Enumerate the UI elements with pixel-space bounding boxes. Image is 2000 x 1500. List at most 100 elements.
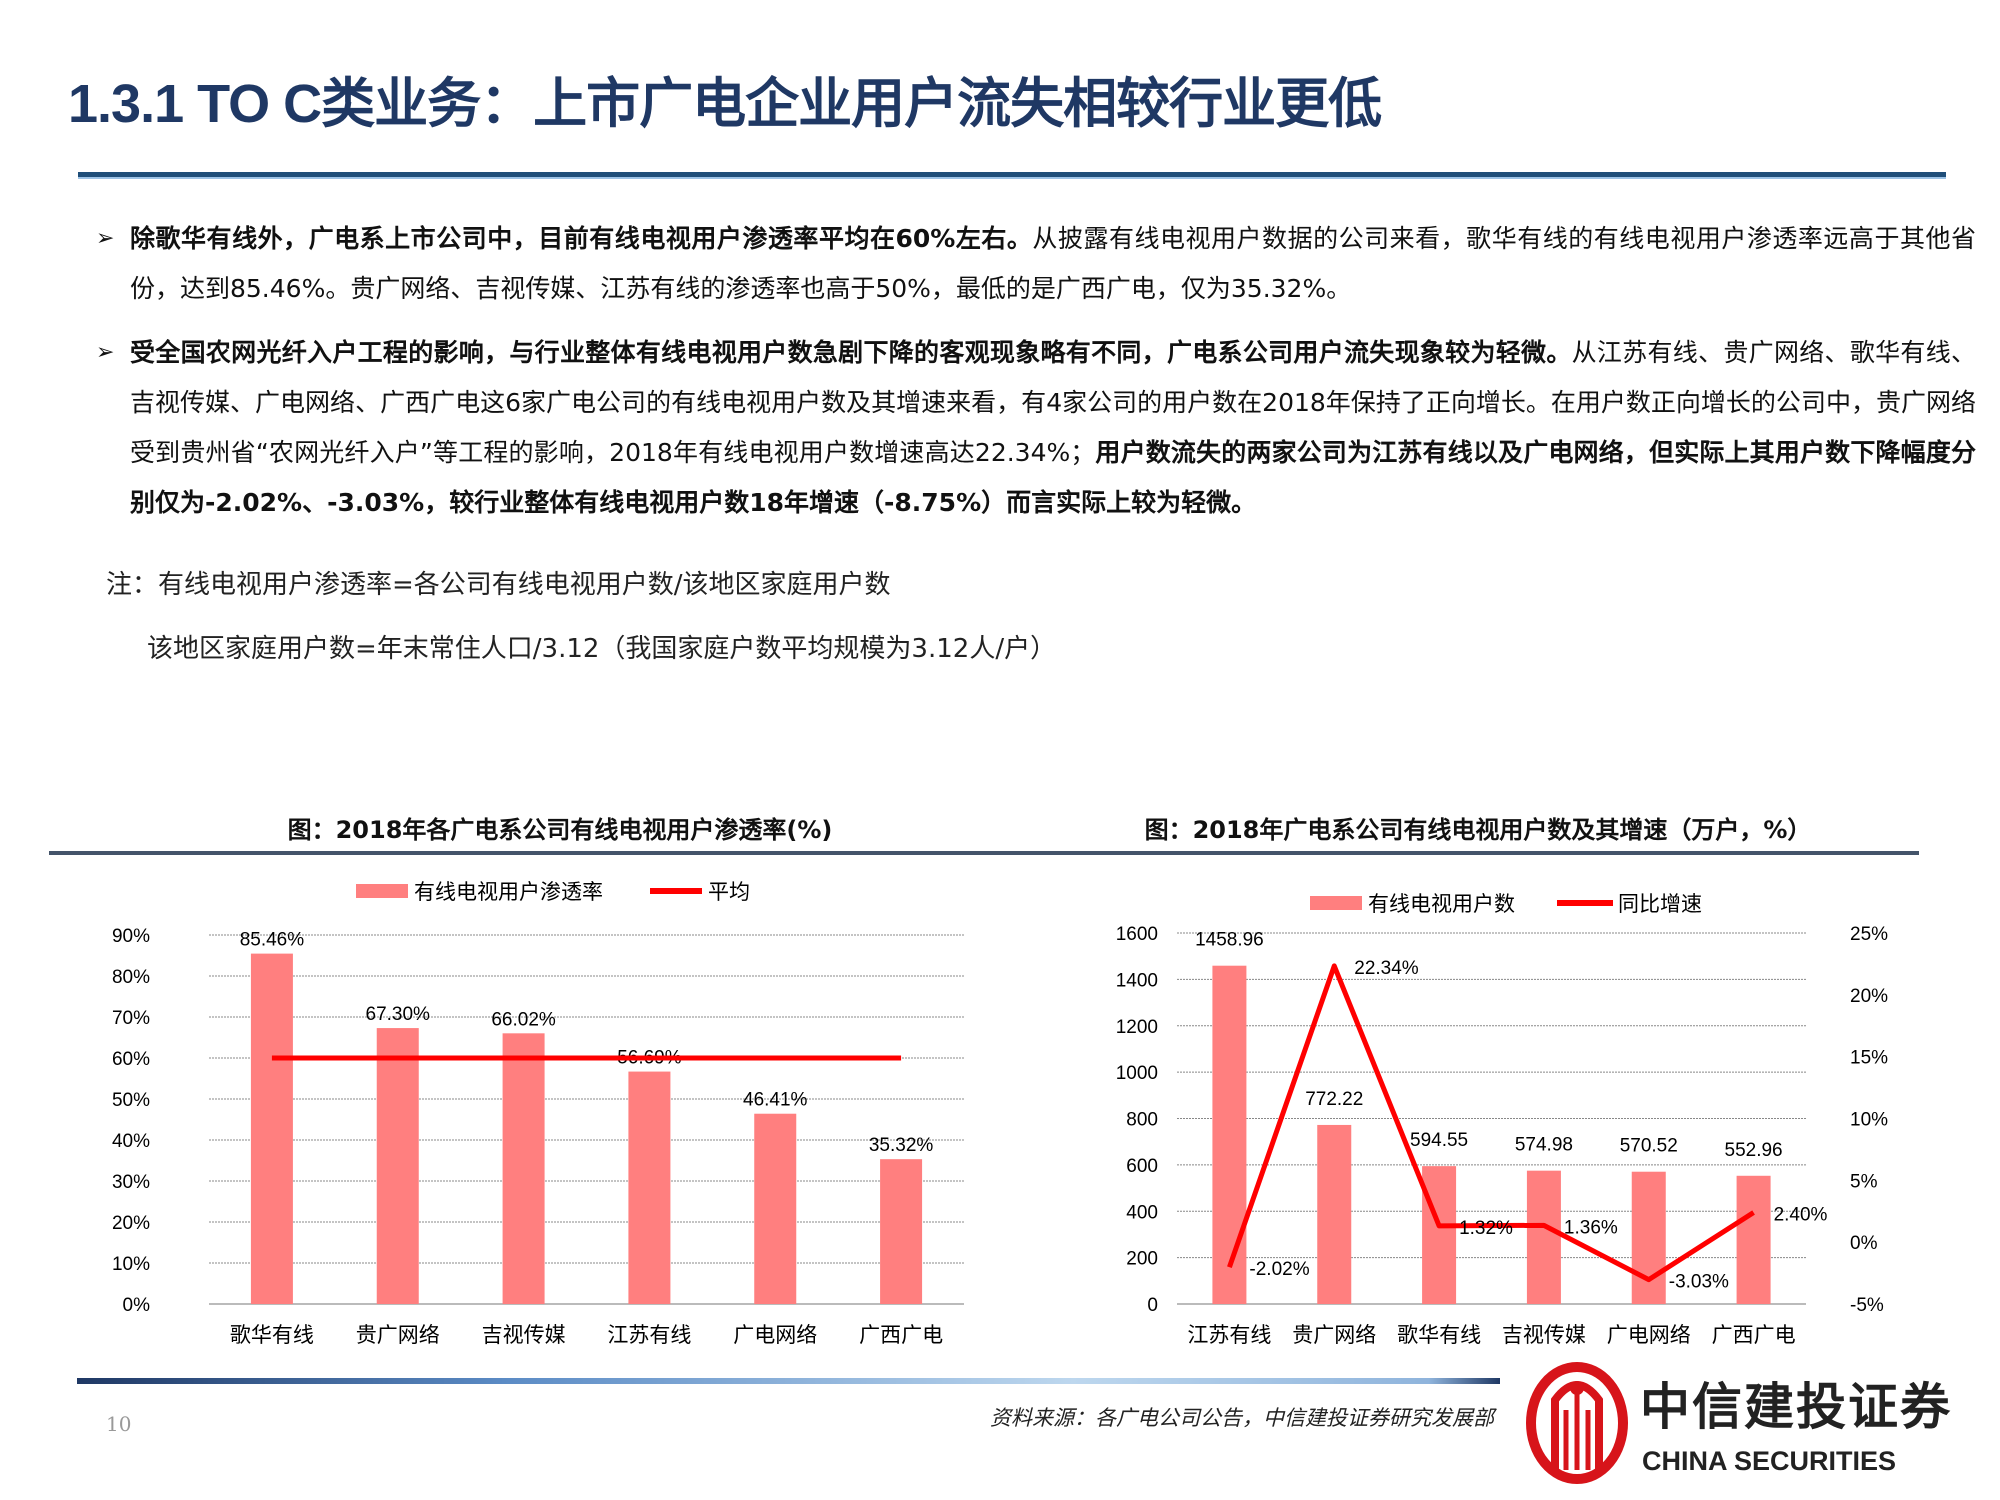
y-tick-label: 60%	[112, 1049, 150, 1070]
data-label: 35.32%	[869, 1135, 934, 1156]
y2-tick-label: 10%	[1850, 1110, 1888, 1131]
y-tick-label: 1400	[1116, 970, 1158, 991]
bar	[1526, 1170, 1561, 1304]
legend-label: 平均	[708, 880, 750, 904]
bold-segment: 受全国农网光纤入户工程的影响，与行业整体有线电视用户数急剧下降的客观现象略有不同…	[130, 338, 1572, 367]
data-label: 85.46%	[240, 930, 305, 951]
y-tick-label: 80%	[112, 967, 150, 988]
text-segment: 从江苏有线、贵广网络、歌华有线、吉视传媒、广电网络、广西广电这6家广电公司的有线…	[130, 338, 1976, 467]
data-label: 67.30%	[366, 1004, 431, 1025]
x-tick-label: 贵广网络	[1292, 1323, 1376, 1347]
y-tick-label: 0%	[123, 1295, 151, 1316]
y-tick-label: 40%	[112, 1131, 150, 1152]
arrow-bullet-icon: ➢	[96, 226, 115, 251]
page-title: 1.3.1 TO C类业务：上市广电企业用户流失相较行业更低	[68, 74, 1382, 134]
y-tick-label: 600	[1126, 1156, 1158, 1177]
note-line-1: 注：有线电视用户渗透率=各公司有线电视用户数/该地区家庭用户数	[106, 570, 891, 600]
line-data-label: 1.36%	[1564, 1217, 1618, 1238]
y-tick-label: 10%	[112, 1254, 150, 1275]
growth-line	[1227, 963, 1755, 1283]
data-label: 46.41%	[743, 1090, 808, 1111]
y2-tick-label: 0%	[1850, 1233, 1878, 1254]
x-tick-label: 歌华有线	[230, 1323, 314, 1347]
line-data-label: 1.32%	[1459, 1218, 1513, 1239]
page-number: 10	[106, 1412, 132, 1436]
y2-tick-label: -5%	[1850, 1295, 1884, 1316]
bar-data-label: 772.22	[1305, 1089, 1363, 1110]
bar-data-label: 552.96	[1725, 1140, 1783, 1161]
title-divider	[78, 172, 1946, 179]
bar	[376, 1028, 419, 1304]
legend-swatch-bar	[356, 884, 408, 898]
logo-text-en: CHINA SECURITIES	[1642, 1446, 1897, 1476]
x-tick-label: 吉视传媒	[482, 1323, 566, 1347]
line-data-label: 2.40%	[1774, 1204, 1828, 1225]
notes: 注：有线电视用户渗透率=各公司有线电视用户数/该地区家庭用户数 该地区家庭用户数…	[96, 568, 1976, 666]
legend-swatch-bar	[1310, 896, 1362, 910]
x-tick-label: 广西广电	[859, 1323, 943, 1347]
bullet-text: 受全国农网光纤入户工程的影响，与行业整体有线电视用户数急剧下降的客观现象略有不同…	[130, 328, 1976, 528]
legend-label: 同比增速	[1618, 892, 1702, 916]
bold-segment: 用户数流失的两家公司为江苏有线以及广电网络，但实际上其用户数下降幅度分别仅为-2…	[130, 438, 1976, 517]
legend-label: 有线电视用户渗透率	[414, 880, 603, 904]
bar	[1736, 1175, 1771, 1304]
y-tick-label: 70%	[112, 1008, 150, 1029]
x-tick-label: 广电网络	[733, 1323, 817, 1347]
note-line-2: 该地区家庭用户数=年末常住人口/3.12（我国家庭户数平均规模为3.12人/户）	[147, 634, 1057, 664]
bar	[1631, 1171, 1666, 1304]
y2-tick-label: 5%	[1850, 1171, 1878, 1192]
y-tick-label: 400	[1126, 1202, 1158, 1223]
bar-data-label: 1458.96	[1195, 930, 1264, 951]
y-tick-label: 1000	[1116, 1063, 1158, 1084]
y-tick-label: 800	[1126, 1110, 1158, 1131]
y-tick-label: 1600	[1116, 924, 1158, 945]
arrow-bullet-icon: ➢	[96, 340, 115, 365]
line-data-label: -3.03%	[1669, 1272, 1729, 1293]
bar	[628, 1071, 671, 1304]
y-tick-label: 50%	[112, 1090, 150, 1111]
line-data-label: -2.02%	[1249, 1259, 1309, 1280]
x-tick-label: 广西广电	[1712, 1323, 1796, 1347]
x-tick-label: 广电网络	[1607, 1323, 1691, 1347]
x-tick-label: 歌华有线	[1397, 1323, 1481, 1347]
x-tick-label: 江苏有线	[1187, 1323, 1271, 1347]
y-tick-label: 30%	[112, 1172, 150, 1193]
bold-segment: 除歌华有线外，广电系上市公司中，目前有线电视用户渗透率平均在60%左右。	[130, 224, 1033, 253]
bar	[1422, 1166, 1457, 1304]
legend-label: 有线电视用户数	[1368, 892, 1515, 916]
bar	[1317, 1124, 1352, 1304]
left-chart-title: 图：2018年各广电系公司有线电视用户渗透率(%)	[287, 816, 833, 844]
bar-data-label: 574.98	[1515, 1135, 1573, 1156]
logo-text-cn: 中信建投证券	[1640, 1378, 1952, 1436]
x-tick-label: 江苏有线	[607, 1323, 691, 1347]
y-tick-label: 20%	[112, 1213, 150, 1234]
x-tick-label: 吉视传媒	[1502, 1323, 1586, 1347]
y-tick-label: 90%	[112, 926, 150, 947]
y-tick-label: 200	[1126, 1249, 1158, 1270]
y2-tick-label: 20%	[1850, 986, 1888, 1007]
y-tick-label: 0	[1147, 1295, 1158, 1316]
footer-divider	[77, 1378, 1500, 1384]
y2-tick-label: 15%	[1850, 1048, 1888, 1069]
chart-title-divider	[49, 851, 1919, 855]
y-tick-label: 1200	[1116, 1017, 1158, 1038]
bullet-2: ➢ 受全国农网光纤入户工程的影响，与行业整体有线电视用户数急剧下降的客观现象略有…	[96, 328, 1976, 528]
bullet-1: ➢ 除歌华有线外，广电系上市公司中，目前有线电视用户渗透率平均在60%左右。从披…	[96, 214, 1976, 314]
text-segment: 从披露有线电视用户数据的公司来看，歌华有线的有线电视用户渗透率远高于其他省份，达…	[130, 224, 1976, 303]
bar	[880, 1159, 923, 1304]
y2-tick-label: 25%	[1850, 924, 1888, 945]
bar	[754, 1113, 797, 1304]
bar	[502, 1033, 545, 1304]
source-note: 资料来源：各广电公司公告，中信建投证券研究发展部	[990, 1406, 1494, 1430]
right-chart-title: 图：2018年广电系公司有线电视用户数及其增速（万户，%）	[1144, 816, 1812, 844]
line-data-label: 22.34%	[1354, 958, 1419, 979]
x-tick-label: 贵广网络	[356, 1323, 440, 1347]
bar	[250, 953, 293, 1304]
bar-data-label: 594.55	[1410, 1130, 1468, 1151]
body-text: ➢ 除歌华有线外，广电系上市公司中，目前有线电视用户渗透率平均在60%左右。从披…	[96, 214, 1976, 696]
bullet-text: 除歌华有线外，广电系上市公司中，目前有线电视用户渗透率平均在60%左右。从披露有…	[130, 214, 1976, 314]
bar	[1212, 965, 1247, 1304]
bar-data-label: 570.52	[1620, 1136, 1678, 1157]
data-label: 66.02%	[491, 1009, 556, 1030]
